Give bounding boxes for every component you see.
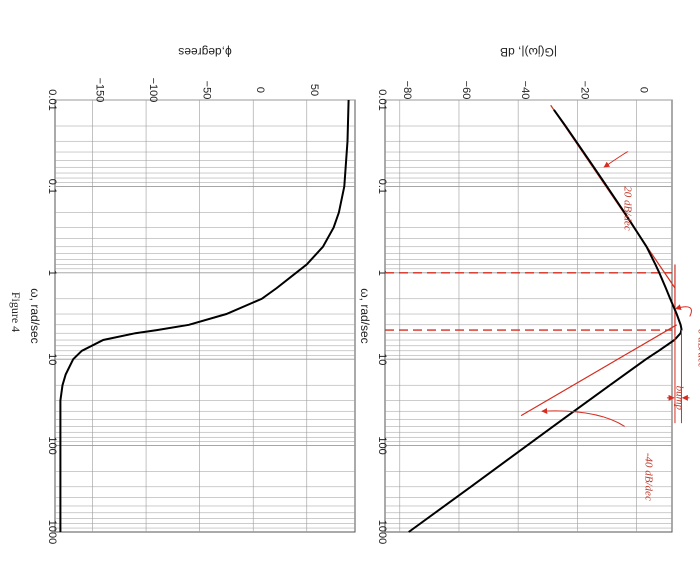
phase-x-axis-label: ω, rad/sec: [28, 288, 42, 343]
y-tick-label: 50: [308, 84, 320, 96]
slope-annotation: -40 dB/dec: [642, 453, 654, 501]
figure-caption: Figure 4: [9, 292, 23, 332]
y-tick-label: −80: [401, 81, 413, 100]
y-tick-label: 0: [254, 87, 266, 93]
phase-y-axis-label: ϕ,degrees: [178, 45, 231, 59]
magnitude-line: [408, 109, 683, 533]
x-tick-label: 1: [376, 270, 388, 276]
x-tick-label: 1000: [376, 520, 388, 544]
magnitude-plot-frame: [384, 99, 673, 533]
y-tick-label: −60: [460, 81, 472, 100]
slope-annotation: bump: [673, 386, 685, 411]
annotation-arrow: [541, 407, 625, 427]
magnitude-x-axis-label: ω, rad/sec: [358, 288, 372, 343]
x-tick-label: 0.01: [376, 89, 388, 110]
phase-line: [59, 99, 350, 532]
annotation-arrow: [603, 151, 629, 168]
y-tick-label: −150: [94, 78, 106, 103]
magnitude-markers: [385, 272, 672, 331]
x-tick-label: 1: [46, 270, 58, 276]
y-tick-label: −20: [578, 81, 590, 100]
asymptote-line: [520, 324, 678, 417]
y-tick-label: −50: [201, 81, 213, 100]
y-tick-label: 0: [637, 87, 649, 93]
x-tick-label: 0.1: [376, 179, 388, 194]
phase-plot-frame: [54, 99, 356, 533]
slope-annotation: 0 dB/dec: [696, 329, 700, 368]
x-tick-label: 100: [376, 436, 388, 454]
x-tick-label: 10: [46, 353, 58, 365]
magnitude-curve: [408, 109, 683, 533]
phase-tick-labels: 0.01 0.1 1 10 100 1000 −150 −100 −50 0 50: [46, 78, 320, 545]
x-tick-label: 10: [376, 353, 388, 365]
phase-plot: 0.01 0.1 1 10 100 1000 −150 −100 −50 0 50 ϕ,degree…: [28, 45, 356, 545]
magnitude-grid: [385, 99, 672, 532]
phase-curve: [59, 99, 350, 532]
x-tick-label: 1000: [46, 520, 58, 544]
y-tick-label: −40: [519, 81, 531, 100]
x-tick-label: 100: [46, 436, 58, 454]
x-tick-label: 0.1: [46, 179, 58, 194]
magnitude-plot: 0.01 0.1 1 10 100 1000 −80 −60 −40 −20 0 20 dB/dec…: [358, 45, 700, 544]
y-tick-label: −100: [147, 78, 159, 103]
slope-annotation: 20 dB/dec: [622, 186, 634, 230]
phase-grid: [55, 99, 355, 532]
magnitude-y-axis-label: |G(jω)|, dB: [500, 45, 557, 59]
annotation-arrow: [674, 304, 692, 317]
magnitude-annotations: 20 dB/dec 0 dB/dec bump -40 dB/dec: [541, 151, 700, 501]
x-tick-label: 0.01: [46, 89, 58, 110]
magnitude-tick-labels: 0.01 0.1 1 10 100 1000 −80 −60 −40 −20 0: [376, 81, 649, 545]
